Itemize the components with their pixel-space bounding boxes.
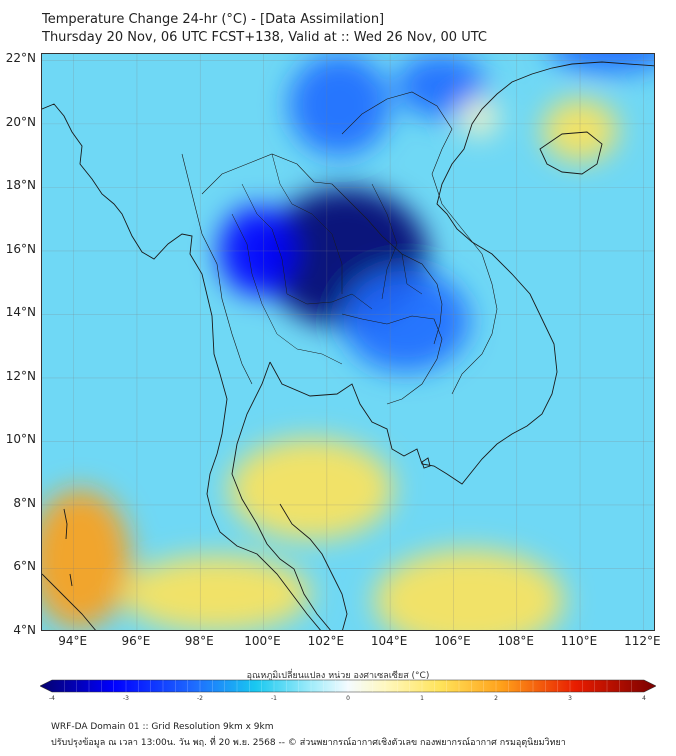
islands-andaman: [63, 508, 73, 587]
colorbar-gradient: [40, 679, 656, 693]
border-thailand-cambodia: [341, 313, 443, 405]
field-cold-gulf-tonkin: [396, 54, 486, 118]
border-laos-vietnam: [341, 91, 498, 395]
lat-tick-label: 18°N: [5, 178, 36, 193]
colorbar-dividers: [64, 680, 632, 692]
lon-tick-label: 104°E: [370, 634, 408, 648]
colorbar-tick-label: 2: [494, 695, 498, 702]
border-internal-4: [371, 183, 423, 300]
graticule: [42, 54, 654, 630]
colorbar-label: อุณหภูมิเปลี่ยนแปลง หน่วย องศาเซลเซียส (…: [246, 671, 430, 681]
lat-tick-label: 4°N: [13, 623, 36, 637]
field-cold-top-right: [550, 54, 654, 74]
map-panel: [41, 53, 655, 631]
lat-tick-label: 6°N: [13, 559, 36, 574]
colorbar-tick-label: 1: [420, 695, 424, 702]
lon-tick-label: 106°E: [434, 634, 471, 648]
lon-tick-label: 110°E: [560, 634, 598, 648]
colorbar-tick-label: -2: [197, 695, 203, 702]
lat-tick-label: 8°N: [13, 495, 36, 510]
lat-tick-label: 16°N: [5, 241, 36, 256]
field-cold-laos-north: [288, 54, 391, 156]
island-hainan: [539, 131, 603, 175]
map-subtitle: Thursday 20 Nov, 06 UTC FCST+138, Valid …: [42, 30, 487, 45]
coastline-malay-east: [279, 503, 348, 630]
field-warm-ne-corner: [459, 98, 498, 137]
coastlines-and-borders: [42, 61, 654, 630]
lat-tick-label: 22°N: [5, 51, 36, 66]
colorbar-tick-label: -3: [123, 695, 129, 702]
field-warm-andaman-south: [42, 489, 131, 629]
border-myanmar-thailand: [181, 153, 253, 385]
colorbar-tick-label: 4: [642, 695, 646, 702]
colorbar-tick-label: 0: [346, 695, 350, 702]
colorbar-tick-label: -1: [271, 695, 277, 702]
lat-tick-label: 14°N: [5, 305, 36, 320]
field-cold-west-thailand: [219, 206, 296, 296]
coastline-myanmar-west: [42, 103, 321, 630]
field-warm-gulf-thailand: [228, 438, 394, 540]
colorbar-tick-label: -4: [49, 695, 55, 702]
lon-tick-label: 112°E: [624, 634, 661, 648]
map-title: Temperature Change 24-hr (°C) - [Data As…: [42, 12, 385, 27]
island-sumatra: [42, 573, 96, 630]
colorbar: [40, 679, 656, 693]
lon-tick-label: 108°E: [497, 634, 534, 648]
border-internal-3: [231, 213, 343, 365]
border-internal-2: [271, 153, 343, 294]
border-internal-1: [241, 183, 373, 310]
field-cold-central: [342, 269, 470, 372]
lat-tick-label: 20°N: [5, 114, 36, 129]
lon-tick-label: 102°E: [307, 634, 345, 648]
coastline-malay-peninsula: [231, 361, 331, 630]
lon-tick-label: 100°E: [244, 634, 281, 648]
colorbar-tick-label: 3: [568, 695, 572, 702]
lon-tick-label: 96°E: [121, 634, 151, 648]
coastline-gulf-thailand: [269, 61, 654, 485]
footer-model-info: WRF-DA Domain 01 :: Grid Resolution 9km …: [51, 722, 274, 732]
temperature-map: [42, 54, 654, 630]
field-warm-south-sea: [121, 555, 311, 630]
field-warm-hainan-east: [542, 98, 619, 162]
border-thailand-laos: [201, 153, 443, 345]
lat-tick-label: 10°N: [5, 432, 36, 447]
lat-tick-label: 12°N: [5, 368, 36, 383]
temperature-field: [42, 54, 654, 630]
field-warm-scs-south: [374, 549, 565, 630]
lon-tick-label: 94°E: [58, 634, 88, 648]
footer-credit: ปรับปรุงข้อมูล ณ เวลา 13:00น. วัน พฤ. ที…: [51, 738, 566, 748]
lon-tick-label: 98°E: [184, 634, 214, 648]
island-phu-quoc: [421, 457, 431, 469]
